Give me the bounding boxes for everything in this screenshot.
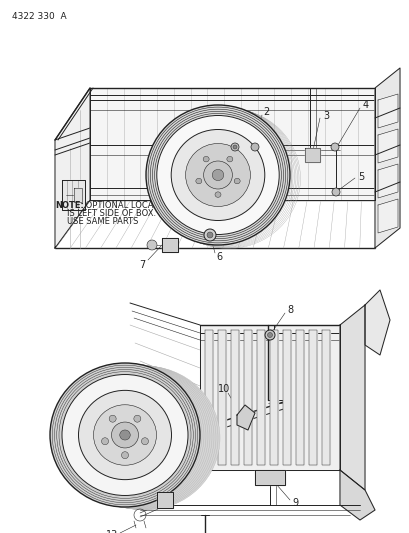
- Circle shape: [331, 188, 339, 196]
- Polygon shape: [256, 330, 264, 465]
- Circle shape: [264, 330, 274, 340]
- Polygon shape: [377, 94, 397, 128]
- Text: 2: 2: [262, 107, 269, 117]
- Ellipse shape: [171, 130, 264, 221]
- Polygon shape: [364, 290, 389, 355]
- Text: 5: 5: [357, 172, 363, 182]
- Polygon shape: [204, 330, 213, 465]
- Polygon shape: [339, 470, 374, 520]
- Text: 1: 1: [248, 112, 254, 122]
- Ellipse shape: [203, 161, 232, 189]
- Ellipse shape: [202, 156, 209, 162]
- Text: 8: 8: [286, 305, 292, 315]
- Polygon shape: [377, 164, 397, 198]
- Text: 9: 9: [291, 498, 297, 508]
- Polygon shape: [62, 180, 85, 210]
- Ellipse shape: [68, 366, 218, 510]
- Polygon shape: [308, 330, 316, 465]
- Text: 4: 4: [362, 100, 368, 110]
- Text: OPTIONAL LOCATION: OPTIONAL LOCATION: [83, 200, 173, 209]
- Ellipse shape: [141, 438, 148, 445]
- Polygon shape: [377, 199, 397, 233]
- Ellipse shape: [64, 365, 213, 509]
- Polygon shape: [74, 188, 82, 202]
- Ellipse shape: [78, 390, 171, 480]
- Text: 7: 7: [139, 260, 145, 270]
- Ellipse shape: [66, 366, 216, 510]
- Polygon shape: [55, 88, 90, 248]
- Ellipse shape: [58, 364, 207, 508]
- Polygon shape: [339, 305, 364, 490]
- Polygon shape: [236, 405, 254, 430]
- Ellipse shape: [109, 415, 116, 422]
- Ellipse shape: [156, 116, 279, 235]
- Ellipse shape: [93, 405, 156, 465]
- Polygon shape: [304, 148, 319, 162]
- Ellipse shape: [50, 363, 200, 507]
- Ellipse shape: [60, 365, 209, 508]
- Ellipse shape: [214, 192, 220, 197]
- Circle shape: [330, 143, 338, 151]
- Ellipse shape: [133, 415, 141, 422]
- Polygon shape: [321, 330, 329, 465]
- Polygon shape: [243, 330, 252, 465]
- Ellipse shape: [56, 364, 205, 508]
- Polygon shape: [377, 129, 397, 163]
- Polygon shape: [282, 330, 290, 465]
- Text: 6: 6: [216, 252, 222, 262]
- Ellipse shape: [196, 179, 201, 184]
- Ellipse shape: [212, 169, 223, 181]
- Ellipse shape: [185, 143, 250, 206]
- Ellipse shape: [70, 366, 220, 510]
- Ellipse shape: [234, 179, 240, 184]
- Text: 13: 13: [106, 530, 118, 533]
- Circle shape: [204, 229, 216, 241]
- Circle shape: [232, 145, 236, 149]
- Ellipse shape: [101, 438, 108, 445]
- Polygon shape: [374, 68, 399, 248]
- Circle shape: [267, 333, 272, 337]
- Polygon shape: [254, 470, 284, 485]
- Ellipse shape: [52, 364, 202, 507]
- Polygon shape: [162, 238, 178, 252]
- Circle shape: [147, 240, 157, 250]
- Ellipse shape: [62, 375, 188, 496]
- Polygon shape: [218, 330, 225, 465]
- Text: USE SAME PARTS: USE SAME PARTS: [67, 216, 138, 225]
- Ellipse shape: [111, 422, 138, 448]
- Polygon shape: [90, 88, 374, 200]
- Ellipse shape: [54, 364, 204, 507]
- Polygon shape: [230, 330, 238, 465]
- Circle shape: [250, 143, 258, 151]
- Text: 10: 10: [217, 384, 229, 394]
- Text: 4322 330  A: 4322 330 A: [12, 12, 67, 21]
- Polygon shape: [200, 325, 339, 470]
- Ellipse shape: [119, 430, 130, 440]
- Circle shape: [230, 143, 238, 151]
- Polygon shape: [157, 492, 173, 508]
- Ellipse shape: [146, 105, 289, 245]
- Ellipse shape: [226, 156, 232, 162]
- Polygon shape: [295, 330, 303, 465]
- Ellipse shape: [121, 451, 128, 459]
- Text: 12: 12: [153, 463, 166, 473]
- Polygon shape: [270, 330, 277, 465]
- Text: 3: 3: [322, 111, 328, 121]
- Text: IS LEFT SIDE OF BOX.: IS LEFT SIDE OF BOX.: [67, 208, 156, 217]
- Ellipse shape: [62, 365, 211, 509]
- Text: NOTE:: NOTE:: [55, 200, 84, 209]
- Circle shape: [207, 232, 213, 238]
